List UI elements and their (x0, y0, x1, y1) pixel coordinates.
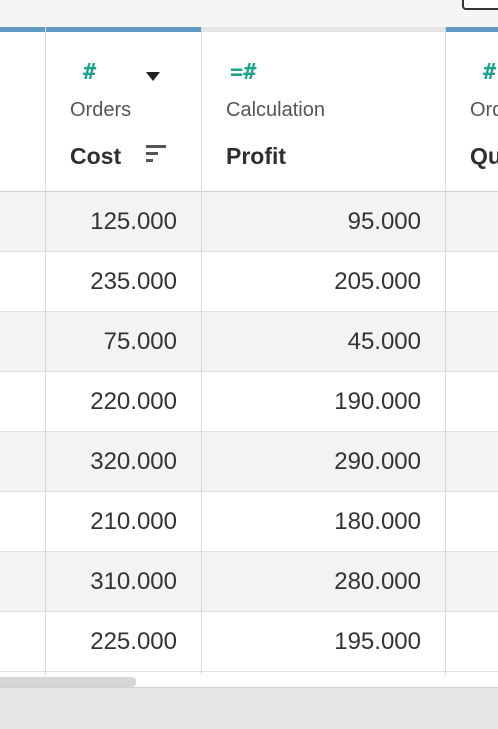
column-cells-cost: 125.000 235.000 75.000 220.000 320.000 2… (46, 192, 202, 672)
column-selected-indicator (446, 27, 498, 32)
column-selected-indicator (0, 27, 45, 32)
column-cells-quantity (446, 192, 498, 672)
table-cell[interactable]: 280.000 (202, 552, 446, 612)
table-cell[interactable]: 180.000 (202, 492, 446, 552)
column-menu-dropdown-icon[interactable] (146, 72, 160, 81)
table-cell[interactable]: 75.000 (46, 312, 202, 372)
table-cell[interactable]: 210.000 (46, 492, 202, 552)
horizontal-scrollbar[interactable] (0, 675, 498, 687)
column-header-quantity[interactable]: # Ord Qu (446, 27, 498, 192)
table-cell[interactable] (446, 252, 498, 312)
data-grid: # Orders Cost 125.000 235.000 75.000 220… (0, 27, 498, 675)
table-row[interactable] (0, 432, 45, 492)
table-cell[interactable] (446, 552, 498, 612)
table-cell[interactable]: 205.000 (202, 252, 446, 312)
column-name-label[interactable]: Cost (70, 143, 122, 169)
table-cell[interactable]: 125.000 (46, 192, 202, 252)
table-cell[interactable] (446, 372, 498, 432)
table-row[interactable] (0, 192, 45, 252)
table-cell[interactable]: 95.000 (202, 192, 446, 252)
column-selected-indicator (46, 27, 202, 32)
toolbar-control[interactable] (462, 0, 498, 10)
column-name-label[interactable]: Profit (226, 143, 287, 169)
column-header-cost[interactable]: # Orders Cost (46, 27, 202, 192)
column-cells-profit: 95.000 205.000 45.000 190.000 290.000 18… (202, 192, 446, 672)
table-cell[interactable] (446, 432, 498, 492)
calculated-number-type-icon[interactable]: =# (230, 60, 257, 85)
table-cell[interactable] (446, 492, 498, 552)
table-cell[interactable]: 45.000 (202, 312, 446, 372)
toolbar (0, 0, 498, 28)
table-cell[interactable]: 220.000 (46, 372, 202, 432)
column-quantity: # Ord Qu (445, 27, 498, 675)
table-cell[interactable]: 190.000 (202, 372, 446, 432)
status-bar (0, 687, 498, 729)
table-row[interactable] (0, 492, 45, 552)
table-cell[interactable]: 320.000 (46, 432, 202, 492)
column-name-label[interactable]: Qu (470, 143, 498, 169)
table-row[interactable] (0, 372, 45, 432)
column-source-label: Ord (470, 99, 498, 121)
column-cost: # Orders Cost 125.000 235.000 75.000 220… (45, 27, 202, 675)
row-header-cells (0, 192, 45, 672)
column-source-label: Calculation (226, 99, 325, 121)
row-header-column (0, 27, 45, 675)
sort-descending-icon[interactable] (146, 143, 168, 165)
column-header-profit[interactable]: =# Calculation Profit (202, 27, 446, 192)
table-cell[interactable] (446, 312, 498, 372)
number-type-icon[interactable]: # (83, 60, 97, 85)
table-cell[interactable]: 290.000 (202, 432, 446, 492)
table-cell[interactable]: 225.000 (46, 612, 202, 672)
table-cell[interactable]: 310.000 (46, 552, 202, 612)
table-row[interactable] (0, 552, 45, 612)
table-row[interactable] (0, 312, 45, 372)
scrollbar-thumb[interactable] (0, 677, 136, 687)
table-row[interactable] (0, 612, 45, 672)
column-profit: =# Calculation Profit 95.000 205.000 45.… (201, 27, 446, 675)
table-cell[interactable]: 195.000 (202, 612, 446, 672)
column-source-label: Orders (70, 99, 132, 121)
table-cell[interactable] (446, 192, 498, 252)
column-header-empty (0, 27, 45, 192)
column-top-border (202, 27, 446, 32)
table-cell[interactable]: 235.000 (46, 252, 202, 312)
table-cell[interactable] (446, 612, 498, 672)
table-row[interactable] (0, 252, 45, 312)
number-type-icon[interactable]: # (483, 60, 497, 85)
